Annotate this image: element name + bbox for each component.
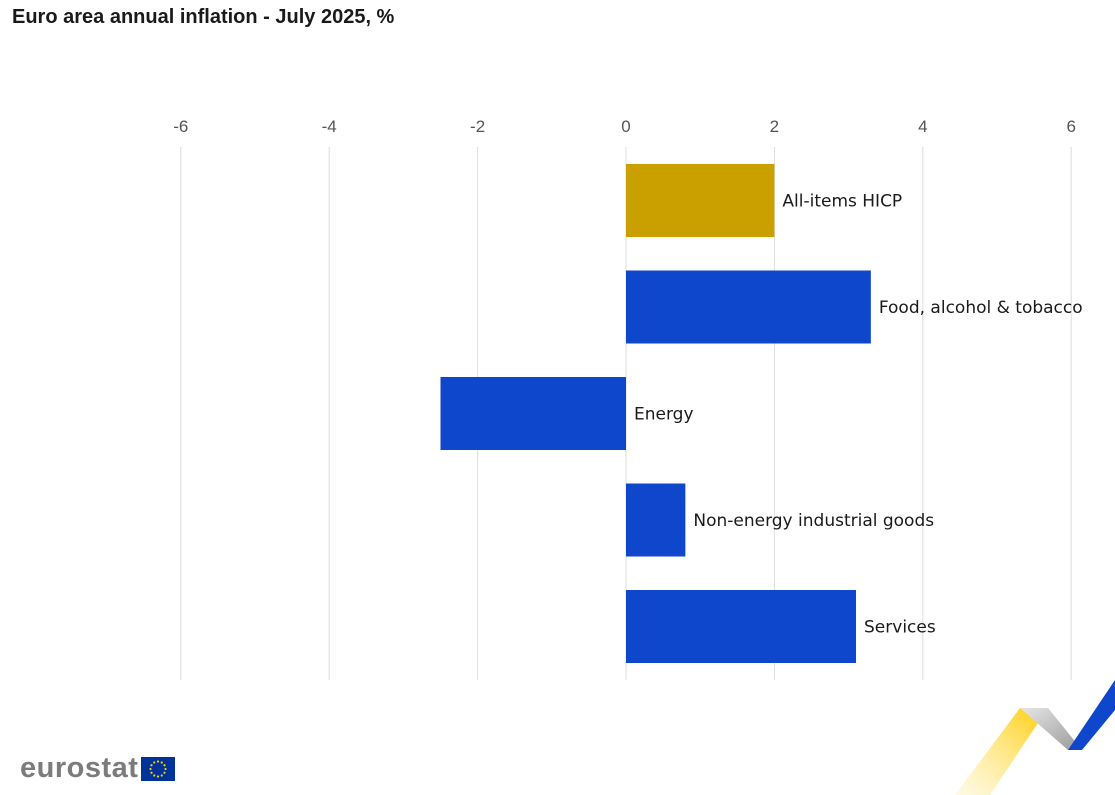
bar-label: Food, alcohol & tobacco	[879, 298, 1083, 318]
eurostat-logo-text: eurostat	[20, 752, 139, 784]
bar	[626, 483, 686, 557]
flag-star	[164, 767, 168, 770]
eu-flag-icon	[141, 756, 176, 781]
bar-label: All-items HICP	[782, 192, 902, 212]
eurostat-logo: eurostat	[20, 752, 176, 785]
bar-label: Non-energy industrial goods	[693, 511, 934, 531]
x-tick-label: 2	[770, 117, 779, 136]
flag-star	[153, 760, 156, 764]
decorative-swoosh-icon	[955, 680, 1115, 795]
flag-star	[163, 763, 167, 766]
bar	[440, 377, 626, 450]
x-tick-label: -2	[470, 117, 485, 136]
x-tick-label: -4	[322, 117, 337, 136]
flag-star	[157, 759, 160, 763]
flag-star	[149, 767, 153, 770]
flag-star	[163, 771, 167, 774]
flag-star	[161, 773, 164, 777]
flag-star	[153, 773, 156, 777]
flag-star	[150, 771, 154, 774]
x-tick-label: 0	[621, 117, 630, 136]
flag-star	[161, 760, 164, 764]
flag-star	[157, 774, 160, 778]
x-tick-label: 4	[918, 117, 927, 136]
bar-label: Energy	[634, 405, 694, 425]
flag-star	[150, 763, 154, 766]
bar	[626, 164, 775, 237]
bar	[626, 590, 857, 663]
chart-title: Euro area annual inflation - July 2025, …	[12, 6, 395, 28]
bar-chart: -6 -4 -2 0 2 4 6 All-items HICP Food, alcohol & …	[173, 117, 1083, 680]
x-tick-label: -6	[173, 117, 188, 136]
x-tick-label: 6	[1066, 117, 1075, 136]
bar	[626, 270, 871, 344]
bar-label: Services	[864, 618, 936, 638]
